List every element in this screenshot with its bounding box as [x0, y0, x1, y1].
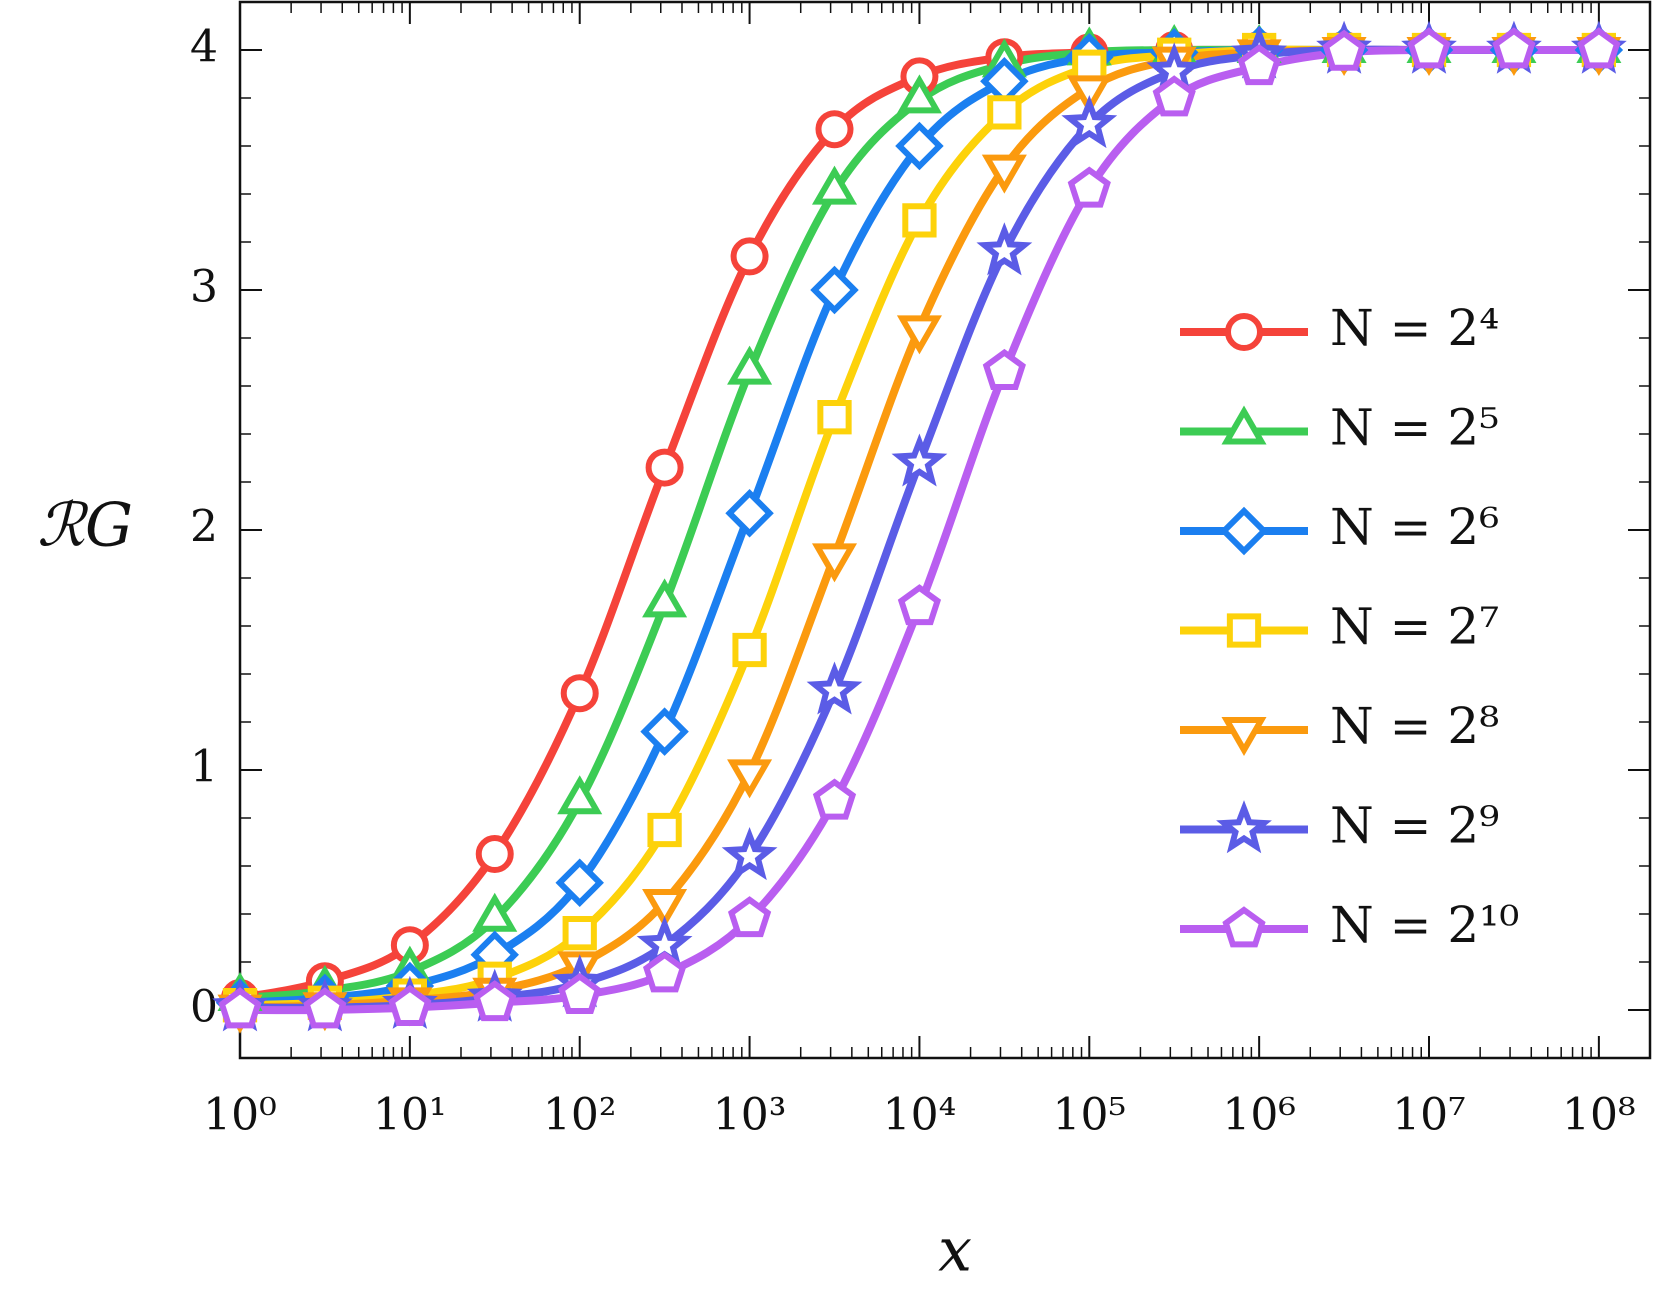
data-point	[390, 926, 429, 965]
data-point	[896, 315, 942, 355]
legend-marker	[1216, 800, 1272, 854]
data-point	[896, 74, 942, 114]
legend-marker	[1221, 405, 1267, 445]
data-point	[810, 265, 859, 315]
data-point	[976, 222, 1033, 276]
data-point	[812, 778, 857, 820]
y-axis-label: ℛG	[37, 491, 133, 561]
data-point	[1152, 75, 1196, 117]
data-point	[987, 95, 1022, 130]
data-point	[981, 154, 1027, 194]
data-point	[725, 488, 774, 538]
data-point	[388, 984, 432, 1026]
y-tick-label: 3	[190, 262, 218, 313]
x-axis-label: x	[938, 1216, 972, 1286]
data-point	[1237, 44, 1281, 86]
x-tick-label: 10⁸	[1562, 1090, 1636, 1141]
y-tick-label: 1	[190, 742, 218, 793]
data-point	[555, 858, 604, 908]
legend-label: N = 2⁴	[1330, 299, 1499, 357]
data-point	[475, 835, 514, 873]
legend-label: N = 2⁹	[1330, 797, 1499, 855]
data-point	[557, 775, 603, 815]
data-point	[897, 584, 942, 626]
data-point	[303, 987, 347, 1029]
y-tick-label: 4	[190, 22, 218, 73]
legend-marker	[1224, 313, 1264, 351]
legend-marker	[1226, 613, 1262, 648]
legend-marker	[1222, 906, 1266, 948]
x-tick-label: 10³	[713, 1090, 787, 1141]
x-tick-label: 10⁰	[203, 1090, 277, 1141]
data-point	[647, 812, 682, 848]
data-point	[1322, 29, 1366, 71]
legend-label: N = 2⁸	[1330, 697, 1499, 755]
x-tick-label: 10⁷	[1392, 1090, 1466, 1141]
x-tick-label: 10²	[543, 1090, 617, 1141]
data-point	[642, 951, 687, 993]
data-point	[815, 110, 854, 149]
data-point	[727, 759, 773, 799]
data-point	[642, 578, 688, 618]
data-point	[1577, 27, 1621, 69]
data-point	[1061, 95, 1118, 149]
data-point	[642, 889, 688, 929]
data-point	[560, 674, 599, 713]
data-point	[982, 348, 1026, 390]
x-tick-label: 10⁶	[1222, 1090, 1296, 1141]
x-tick-label: 10¹	[373, 1090, 447, 1141]
legend-label: N = 2¹⁰	[1330, 896, 1519, 954]
data-point	[895, 121, 944, 171]
data-point	[806, 661, 863, 715]
data-point	[562, 916, 597, 951]
x-tick-label: 10⁵	[1052, 1090, 1126, 1141]
data-point	[1067, 166, 1111, 208]
data-point	[1407, 27, 1451, 69]
data-point	[640, 707, 689, 756]
data-point	[811, 543, 858, 583]
data-point	[1492, 27, 1536, 69]
data-point	[732, 632, 767, 668]
y-tick-label: 2	[190, 502, 218, 553]
legend-label: N = 2⁶	[1330, 498, 1499, 556]
data-point	[817, 400, 852, 435]
legend-marker	[1219, 506, 1269, 556]
data-point	[473, 980, 517, 1022]
data-point	[727, 345, 773, 385]
data-point	[645, 448, 684, 487]
data-point	[811, 165, 858, 205]
data-point	[1066, 75, 1112, 115]
legend-marker	[1221, 717, 1267, 757]
data-point	[727, 896, 772, 938]
data-point	[558, 972, 602, 1014]
data-point	[902, 203, 937, 238]
data-point	[730, 237, 769, 276]
data-point	[721, 827, 778, 881]
legend-label: N = 2⁵	[1330, 399, 1499, 457]
legend-label: N = 2⁷	[1330, 598, 1499, 656]
data-point	[218, 987, 262, 1029]
data-point	[891, 433, 948, 487]
x-tick-label: 10⁴	[883, 1090, 957, 1141]
y-tick-label: 0	[190, 982, 218, 1033]
data-point	[472, 892, 518, 932]
